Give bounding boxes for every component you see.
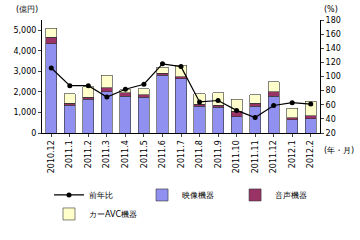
svg-text:2011.8: 2011.8: [195, 140, 204, 168]
svg-text:2011.9: 2011.9: [214, 140, 223, 168]
svg-text:180: 180: [326, 16, 341, 25]
svg-text:(%): (%): [324, 5, 338, 14]
svg-text:4,000: 4,000: [13, 47, 36, 56]
svg-text:0: 0: [31, 129, 36, 138]
svg-text:100: 100: [326, 72, 341, 81]
svg-text:2011.6: 2011.6: [158, 140, 167, 168]
svg-text:60: 60: [326, 101, 336, 110]
svg-text:(年・月): (年・月): [324, 146, 354, 155]
svg-text:(億円): (億円): [16, 5, 38, 14]
svg-text:140: 140: [326, 44, 341, 53]
svg-text:2010.12: 2010.12: [47, 140, 56, 173]
svg-text:音声機器: 音声機器: [275, 191, 307, 200]
svg-text:2,000: 2,000: [13, 88, 36, 97]
svg-text:80: 80: [326, 86, 336, 95]
svg-text:2011.2: 2011.2: [84, 140, 93, 168]
svg-text:2011.5: 2011.5: [140, 140, 149, 168]
svg-text:120: 120: [326, 58, 341, 67]
svg-text:2012.2: 2012.2: [306, 140, 315, 168]
svg-text:3,000: 3,000: [13, 67, 36, 76]
svg-text:5,000: 5,000: [13, 26, 36, 35]
svg-text:映像機器: 映像機器: [182, 191, 214, 200]
svg-text:2011.11: 2011.11: [251, 140, 260, 173]
svg-text:160: 160: [326, 30, 341, 39]
svg-text:2011.10: 2011.10: [232, 140, 241, 173]
svg-text:2011.4: 2011.4: [121, 140, 130, 168]
svg-text:2011.3: 2011.3: [102, 140, 111, 168]
svg-text:2011.12: 2011.12: [269, 140, 278, 173]
svg-text:1,000: 1,000: [13, 108, 36, 117]
svg-text:前年比: 前年比: [89, 191, 113, 200]
svg-text:2011.7: 2011.7: [177, 140, 186, 168]
svg-text:2012.1: 2012.1: [288, 140, 297, 168]
svg-text:2011.1: 2011.1: [65, 140, 74, 168]
svg-text:カーAVC機器: カーAVC機器: [89, 210, 137, 219]
svg-text:40: 40: [326, 115, 336, 124]
svg-text:20: 20: [326, 129, 336, 138]
